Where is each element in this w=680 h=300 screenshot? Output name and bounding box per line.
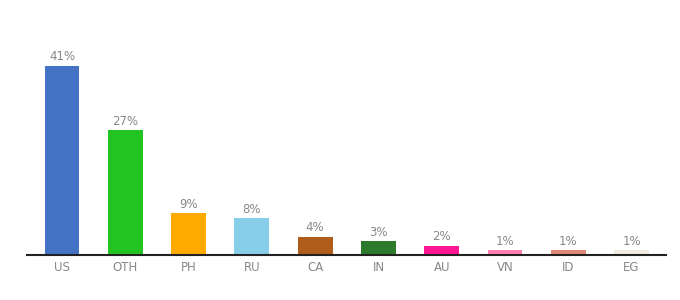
Bar [235, 218, 269, 255]
Text: 1%: 1% [622, 235, 641, 248]
Bar [45, 66, 80, 255]
Bar [551, 250, 585, 255]
Bar [298, 236, 333, 255]
Text: 41%: 41% [49, 50, 75, 63]
Text: 3%: 3% [369, 226, 388, 239]
Bar [108, 130, 143, 255]
Bar [361, 241, 396, 255]
Bar [171, 213, 206, 255]
Text: 9%: 9% [180, 198, 198, 211]
Text: 1%: 1% [496, 235, 514, 248]
Bar [488, 250, 522, 255]
Text: 4%: 4% [306, 221, 324, 234]
Text: 27%: 27% [112, 115, 138, 128]
Text: 2%: 2% [432, 230, 451, 243]
Bar [424, 246, 459, 255]
Text: 1%: 1% [559, 235, 577, 248]
Bar [614, 250, 649, 255]
Text: 8%: 8% [243, 203, 261, 216]
